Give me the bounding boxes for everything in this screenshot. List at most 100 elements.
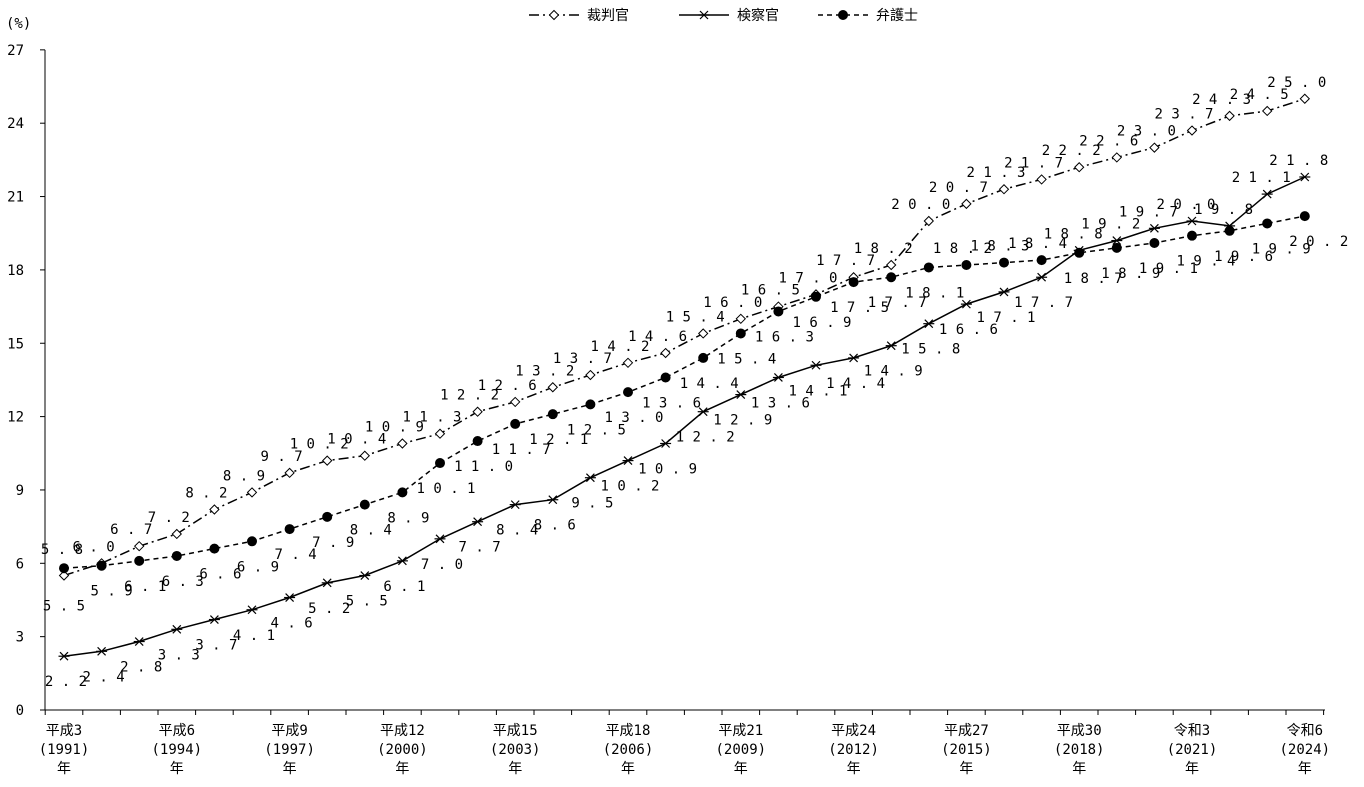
series-0-value-label: 1 2 . 6	[478, 378, 537, 394]
series-1-value-label: 9 . 5	[571, 496, 613, 512]
series-2-point	[698, 352, 709, 363]
series-2-value-label: 1 8 . 1	[905, 285, 964, 301]
series-0-value-label: 1 5 . 4	[666, 309, 725, 325]
series-2-point	[660, 372, 671, 383]
series-1-value-label: 1 0 . 9	[638, 461, 697, 477]
series-0-value-label: 1 0 . 9	[365, 419, 424, 435]
series-2-point	[322, 511, 333, 522]
series-1-point	[396, 556, 408, 566]
series-1-point	[960, 299, 972, 309]
series-2-value-label: 1 9 . 4	[1176, 254, 1235, 270]
series-2-value-label: 1 9 . 9	[1252, 241, 1311, 257]
series-2-point	[397, 487, 408, 498]
series-2-point	[923, 262, 934, 273]
series-1-point	[58, 651, 70, 661]
x-tick-label: 令和6	[1287, 723, 1323, 739]
series-1-value-label: 1 9 . 8	[1194, 202, 1253, 218]
series-0-point	[359, 450, 371, 461]
data-labels: 5 . 56 . 06 . 77 . 28 . 28 . 99 . 71 0 .…	[41, 75, 1348, 690]
series-0-point	[321, 455, 333, 466]
series-0-point	[585, 369, 596, 381]
series-1-value-label: 7 . 7	[459, 540, 501, 556]
series-2-value-label: 8 . 9	[387, 510, 429, 526]
series-2-point	[96, 560, 107, 571]
series-1-value-label: 1 7 . 1	[976, 310, 1035, 326]
series-1-point	[584, 473, 596, 483]
series-1-value-label: 1 8 . 8	[1044, 226, 1103, 242]
series-1-point	[1036, 272, 1048, 282]
series-2-point	[886, 272, 897, 283]
series-0-value-label: 9 . 7	[261, 449, 303, 465]
series-0-point	[1111, 152, 1123, 163]
series-lines	[58, 93, 1311, 661]
series-0-value-label: 2 3 . 0	[1117, 124, 1176, 140]
y-tick-label: 15	[7, 336, 24, 352]
series-0-value-label: 5 . 5	[43, 599, 85, 615]
series-0-point	[1261, 105, 1273, 117]
series-2-value-label: 6 . 3	[162, 574, 204, 590]
series-2-value-label: 1 1 . 7	[492, 442, 551, 458]
series-1-value-label: 8 . 6	[534, 518, 576, 534]
x-tick-label: 年	[1185, 761, 1199, 777]
series-2-point	[999, 257, 1009, 268]
series-0-value-label: 1 7 . 0	[778, 270, 837, 286]
x-tick-label: 年	[847, 761, 861, 777]
series-2-point	[472, 436, 483, 447]
series-0-value-label: 2 2 . 2	[1042, 143, 1101, 159]
x-tick-label: 年	[170, 761, 184, 777]
series-1-value-label: 2 1 . 1	[1232, 170, 1291, 186]
x-tick-label: 年	[508, 761, 522, 777]
series-2-point	[1187, 230, 1197, 241]
series-2-point	[623, 387, 633, 398]
series-2-point	[59, 563, 69, 574]
series-2-value-label: 5 . 8	[41, 542, 83, 558]
series-1-point	[923, 319, 935, 329]
series-0-value-label: 2 5 . 0	[1267, 75, 1326, 91]
series-0-point	[1149, 142, 1160, 153]
series-2-value-label: 1 6 . 9	[792, 315, 851, 331]
series-0-value-label: 1 8 . 2	[854, 241, 913, 257]
series-1-value-label: 1 6 . 6	[939, 322, 998, 338]
legend: 裁判官 検察官 弁護士	[529, 7, 918, 24]
x-tick-label: 平成18	[606, 723, 651, 739]
legend-marker	[838, 10, 848, 20]
series-2-point	[510, 418, 521, 429]
series-2-value-label: 6 . 9	[237, 559, 279, 575]
x-tick-label: 平成3	[46, 723, 82, 739]
series-1-point	[509, 500, 521, 510]
series-0-point	[509, 396, 521, 408]
x-tick-label: (2015)	[941, 742, 992, 758]
y-tick-label: 6	[16, 556, 24, 572]
series-2-value-label: 1 8 . 2	[933, 241, 992, 257]
series-0-value-label: 2 3 . 7	[1154, 107, 1213, 123]
series-1-point	[284, 593, 296, 602]
series-2-point	[1224, 225, 1235, 236]
x-tick-label: 令和3	[1174, 723, 1210, 739]
series-2-point	[1036, 255, 1047, 266]
x-tick-label: 年	[1298, 761, 1312, 777]
series-0-value-label: 2 1 . 7	[1004, 155, 1063, 171]
legend-marker	[548, 9, 560, 21]
series-1-point	[697, 407, 709, 417]
series-2-point	[1149, 238, 1160, 249]
series-2-point	[171, 550, 182, 561]
series-0-point	[885, 259, 897, 271]
series-1-point	[321, 578, 333, 588]
series-0-point	[58, 570, 70, 581]
series-0-value-label: 8 . 9	[223, 468, 265, 484]
series-1-value-label: 1 2 . 9	[713, 413, 772, 429]
series-1-point	[1148, 223, 1160, 233]
series-0-value-label: 2 4 . 5	[1230, 87, 1289, 103]
series-2-value-label: 1 8 . 9	[1101, 266, 1160, 282]
series-1-value-label: 1 5 . 8	[901, 342, 960, 358]
x-tick-label: (2006)	[603, 742, 654, 758]
series-1-point	[998, 287, 1010, 297]
series-2-value-label: 2 0 . 2	[1289, 234, 1348, 250]
series-1-value-label: 7 . 0	[421, 557, 463, 573]
series-2-value-label: 1 7 . 7	[868, 295, 927, 311]
series-2-value-label: 7 . 9	[312, 535, 354, 551]
x-tick-label: 年	[57, 761, 71, 777]
series-0-point	[171, 528, 183, 540]
